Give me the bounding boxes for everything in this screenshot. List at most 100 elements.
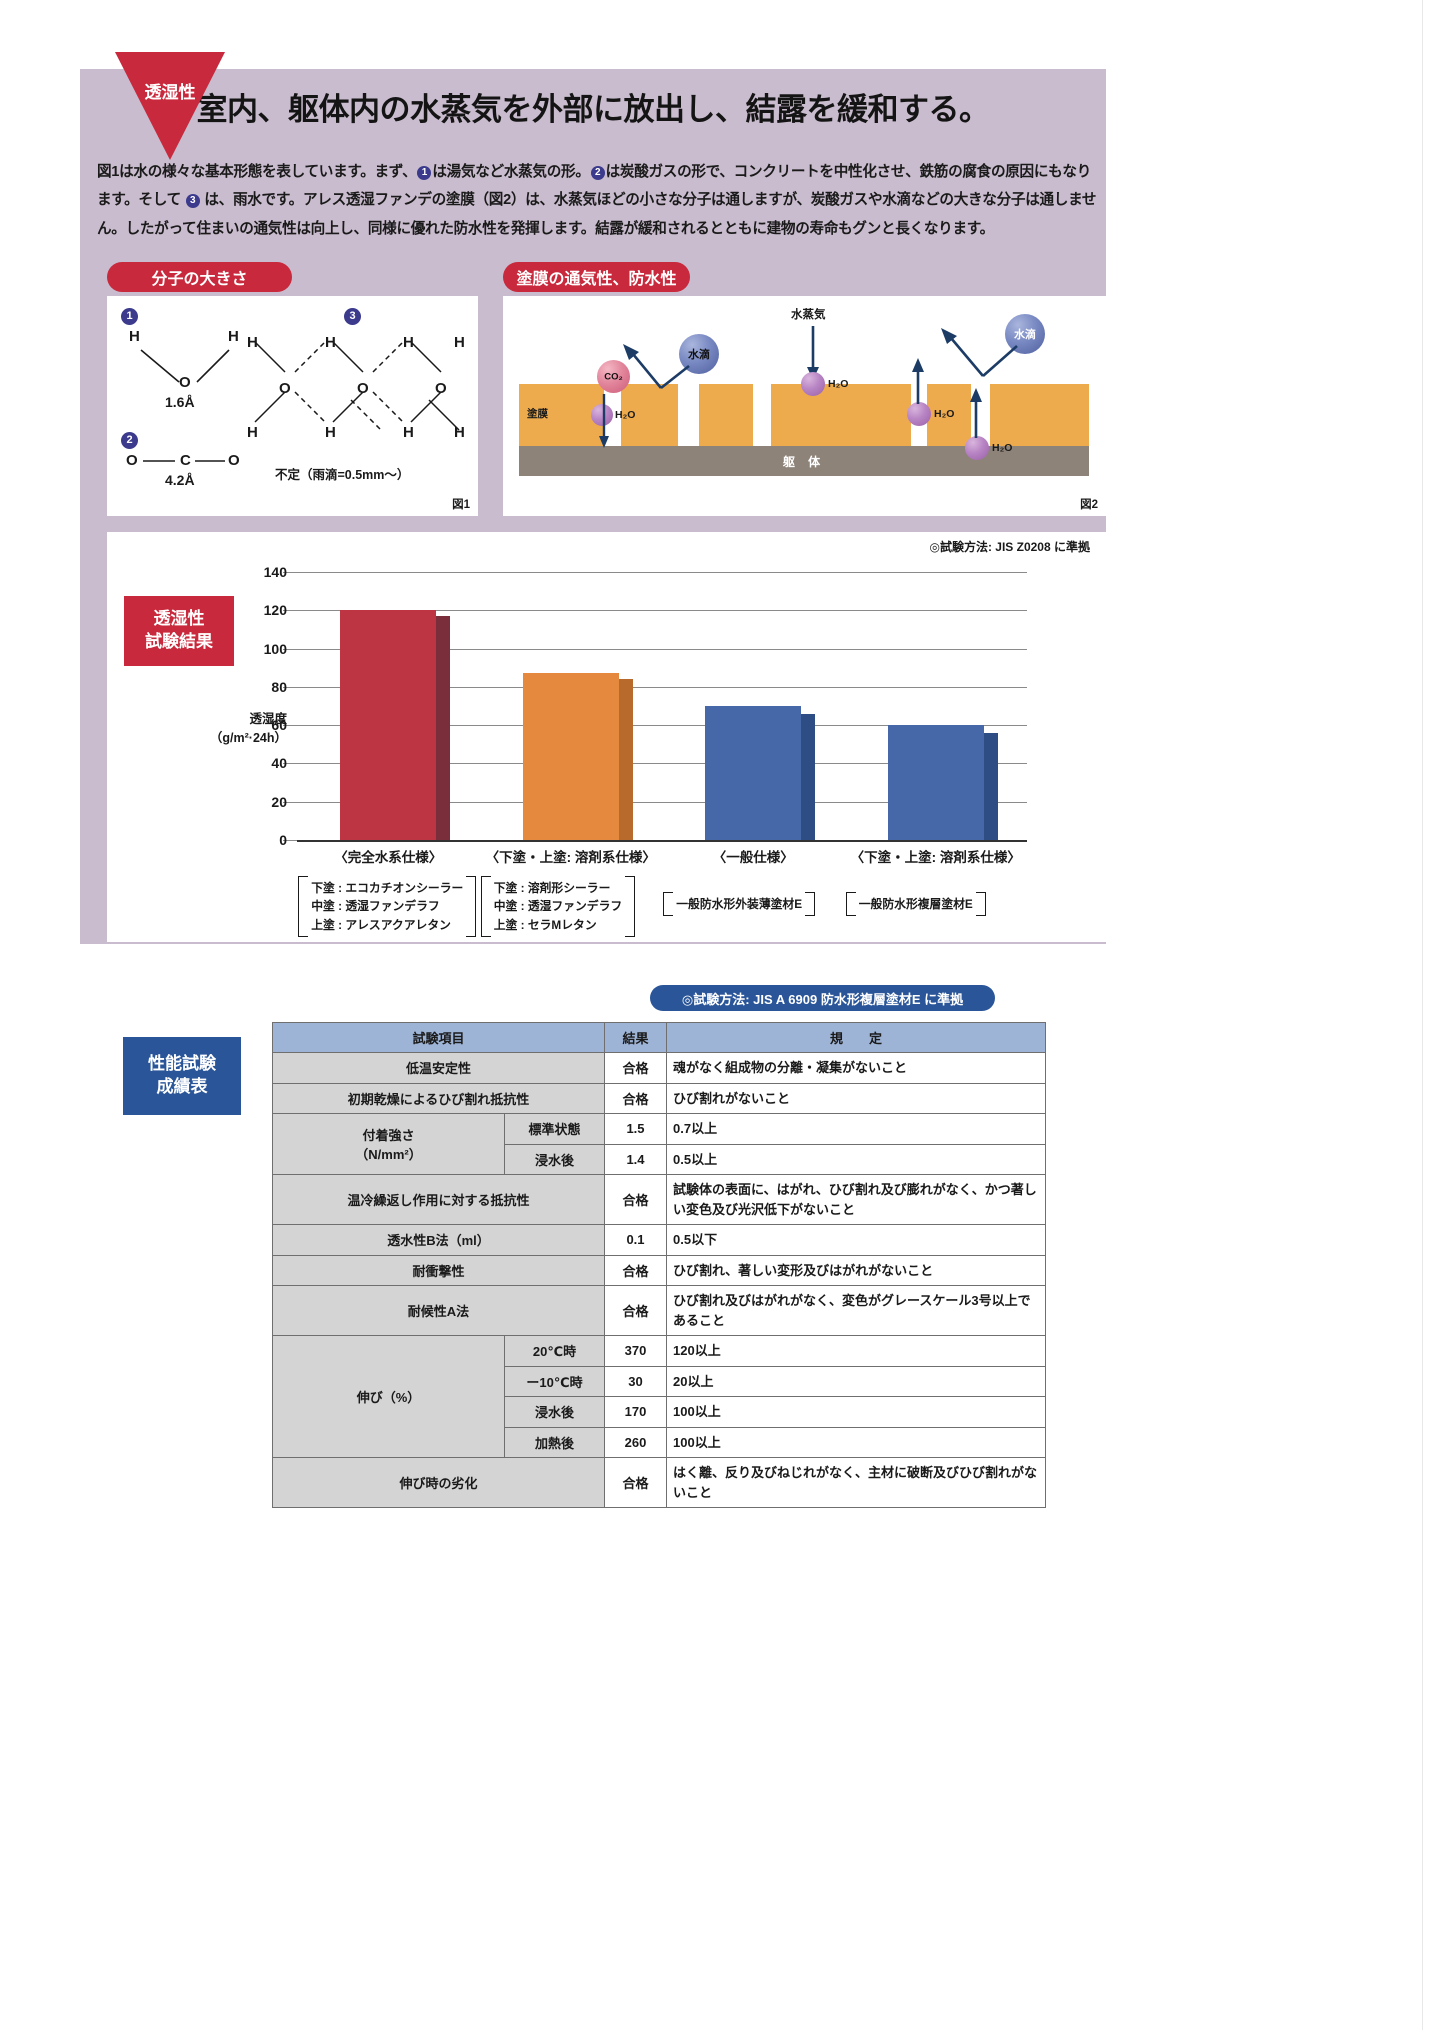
table-row: 耐候性A法 合格 ひび割れ及びはがれがなく、変色がグレースケール3号以上であること: [272, 1285, 1046, 1336]
chart-gridline: [297, 648, 1027, 650]
table-cell-item: 付着強さ （N/mm²）: [272, 1113, 505, 1175]
fig2-h2o-label: H₂O: [615, 409, 636, 421]
table-cell-spec: ひび割れ及びはがれがなく、変色がグレースケール3号以上であること: [666, 1285, 1046, 1336]
table-cell-item: 耐衝撃性: [272, 1254, 605, 1286]
chart-y-tick-label: 0: [279, 832, 287, 848]
fig2-co2-label: CO₂: [604, 371, 623, 382]
chart-plot-area: 0 20 40 60 80 100 120 140 〈完全水系仕様〉 下塗 : エコカチオンシーラ…: [264, 564, 1027, 937]
table-cell-spec: 魂がなく組成物の分離・凝集がないこと: [666, 1052, 1046, 1084]
fig2-arrow-down-icon: [599, 394, 609, 448]
fig2-h2o-sphere: [907, 402, 931, 426]
fig2-coating-block: [771, 384, 911, 446]
chart-y-axis-title: 透湿度 （g/m²·24h）: [147, 710, 287, 748]
fig2-substrate: 躯 体: [519, 446, 1089, 476]
table-cell-result: 1.5: [604, 1113, 667, 1145]
fig2-caption: 図2: [1080, 499, 1098, 511]
table-cell-spec: 0.5以下: [666, 1224, 1046, 1256]
table-cell-result: 260: [604, 1426, 667, 1458]
table-row: 温冷繰返し作用に対する抵抗性 合格 試験体の表面に、はがれ、ひび割れ及び膨れがなく、…: [272, 1174, 1046, 1225]
chart-bar: [522, 673, 619, 840]
fig1-cluster-atom-o: O: [357, 380, 369, 397]
chart-gridline: [297, 572, 1027, 573]
pill-molecule-size: 分子の大きさ: [107, 262, 292, 292]
chart-spec-line: 一般防水形外装薄塗材E: [676, 897, 803, 911]
table-cell-result: 合格: [604, 1457, 667, 1508]
table-body: 低温安定性 合格 魂がなく組成物の分離・凝集がないこと 初期乾燥によるひび割れ抵抗性合…: [272, 1052, 1046, 1508]
chart-spec-box: 一般防水形複層塗材E: [845, 890, 986, 918]
fig2-h2o-sphere: [591, 404, 613, 426]
section-flag: 透湿性: [115, 52, 225, 162]
page-right-edge: [1422, 0, 1436, 2030]
table-row: ー10℃時 30 20以上: [273, 1365, 1046, 1397]
table-group-label: 付着強さ: [362, 1128, 415, 1143]
table-cell-result: 合格: [604, 1285, 667, 1336]
fig2-h2o-label: H₂O: [934, 408, 955, 420]
table-jis-banner: ◎試験方法: JIS A 6909 防水形複層塗材E に準拠: [650, 985, 995, 1011]
fig2-bounce-arrow-icon: [623, 344, 690, 390]
table-cell-result: 170: [604, 1396, 667, 1428]
chart-spec-line: 下塗 : エコカチオンシーラー: [311, 881, 464, 895]
chart-gridline: [297, 686, 1027, 688]
fig1-cluster-atom-h: H: [454, 334, 465, 351]
table-cell-subitem: 浸水後: [504, 1396, 605, 1428]
fig1-co2-bonds-icon: [143, 460, 225, 462]
chart-tick-mark: [283, 610, 297, 612]
table-row: 付着強さ （N/mm²） 標準状態 1.5 0.7以上: [272, 1113, 1046, 1175]
table-cell-subitem: 標準状態: [504, 1113, 605, 1145]
chart-y-tick-label: 140: [263, 564, 287, 580]
table-cell-item: 伸び時の劣化: [272, 1457, 605, 1508]
chart-gridline: [297, 763, 1027, 765]
table-cell-subitem: 20℃時: [504, 1335, 605, 1367]
chart-spec-box: 下塗 : 溶剤形シーラー 中塗 : 透湿ファンデラフ 上塗 : セラMレタン: [480, 874, 636, 939]
fig1-cluster-note: 不定（雨滴=0.5mm〜）: [275, 468, 410, 482]
table-cell-item: 温冷繰返し作用に対する抵抗性: [272, 1174, 605, 1225]
chart-bar-front: [340, 610, 437, 840]
chart-jis-note: ◎試験方法: JIS Z0208 に準拠: [929, 540, 1090, 554]
fig1-cluster-atom-h: H: [403, 424, 414, 441]
table-title-line-2: 成績表: [156, 1077, 208, 1096]
fig1-water-bonds-icon: [140, 349, 230, 383]
chart-y-tick-label: 40: [271, 755, 287, 772]
chart-x-category-label: 〈完全水系仕様〉: [334, 850, 443, 865]
intro-part-3: は炭酸ガスの形で、コンクリートを中性化させ、鉄筋の腐食の原因にもなります。そして: [97, 164, 1092, 209]
fig2-droplet-label: 水滴: [688, 349, 710, 361]
table-row: 伸び（%） 20℃時 370 120以上: [272, 1335, 1046, 1458]
fig2-arrow-up-icon: [912, 358, 924, 404]
table-cell-item: 初期乾燥によるひび割れ抵抗性: [272, 1082, 605, 1114]
chart-y-tick-label: 20: [271, 793, 287, 810]
fig1-cluster-atom-h: H: [247, 424, 258, 441]
flag-triangle-icon: [115, 52, 225, 160]
table-cell-result: 0.1: [604, 1224, 667, 1256]
intro-part-4: は、雨水です。アレス透湿ファンデの塗膜（図2）は、水蒸気ほどの小さな分子は通しま…: [97, 192, 1097, 237]
fig1-atom-h: H: [129, 328, 140, 345]
figure-2: 躯 体 塗膜 CO₂ H₂O 水滴 水蒸気: [503, 296, 1106, 516]
fig2-coating-block: [699, 384, 753, 446]
fig1-cluster-bonds-icon: [254, 341, 442, 423]
chart-gridline: [297, 801, 1027, 803]
chart-tick-mark: [283, 648, 297, 650]
table-cell-spec: 20以上: [666, 1365, 1046, 1397]
fig2-h2o-label: H₂O: [828, 378, 849, 390]
fig2-h2o-label: H₂O: [992, 442, 1013, 454]
fig2-co2-sphere: CO₂: [597, 360, 630, 393]
fig1-marker-2: 2: [121, 432, 138, 449]
fig1-co2-size: 4.2Å: [165, 472, 195, 488]
table-cell-spec: 0.7以上: [666, 1113, 1046, 1145]
fig1-caption: 図1: [452, 499, 470, 511]
chart-tick-mark: [283, 686, 297, 688]
chart-bar-side: [801, 713, 816, 840]
chart-x-category-label: 〈下塗・上塗: 溶剤系仕様〉: [485, 850, 656, 865]
fig2-bounce-arrow-right-icon: [941, 328, 1018, 377]
chart-bar-side: [983, 732, 998, 840]
table-cell-subitem: ー10℃時: [504, 1365, 605, 1397]
y-axis-title-line-2: （g/m²·24h）: [209, 730, 287, 745]
chart-bar: [340, 610, 437, 840]
chart-y-tick-label: 60: [271, 717, 287, 734]
fig2-coating-block: [927, 384, 971, 446]
chart-spec-box: 下塗 : エコカチオンシーラー 中塗 : 透湿ファンデラフ 上塗 : アレスアクアレ…: [298, 874, 477, 939]
inline-marker-1: 1: [417, 166, 432, 180]
intro-part-2: は湯気など水蒸気の形。: [432, 164, 590, 180]
chart-gridline: [297, 840, 1027, 842]
table-row: 耐衝撃性 合格 ひび割れ、著しい変形及びはがれがないこと: [272, 1254, 1046, 1286]
pill-film-permeability: 塗膜の通気性、防水性: [503, 262, 690, 292]
